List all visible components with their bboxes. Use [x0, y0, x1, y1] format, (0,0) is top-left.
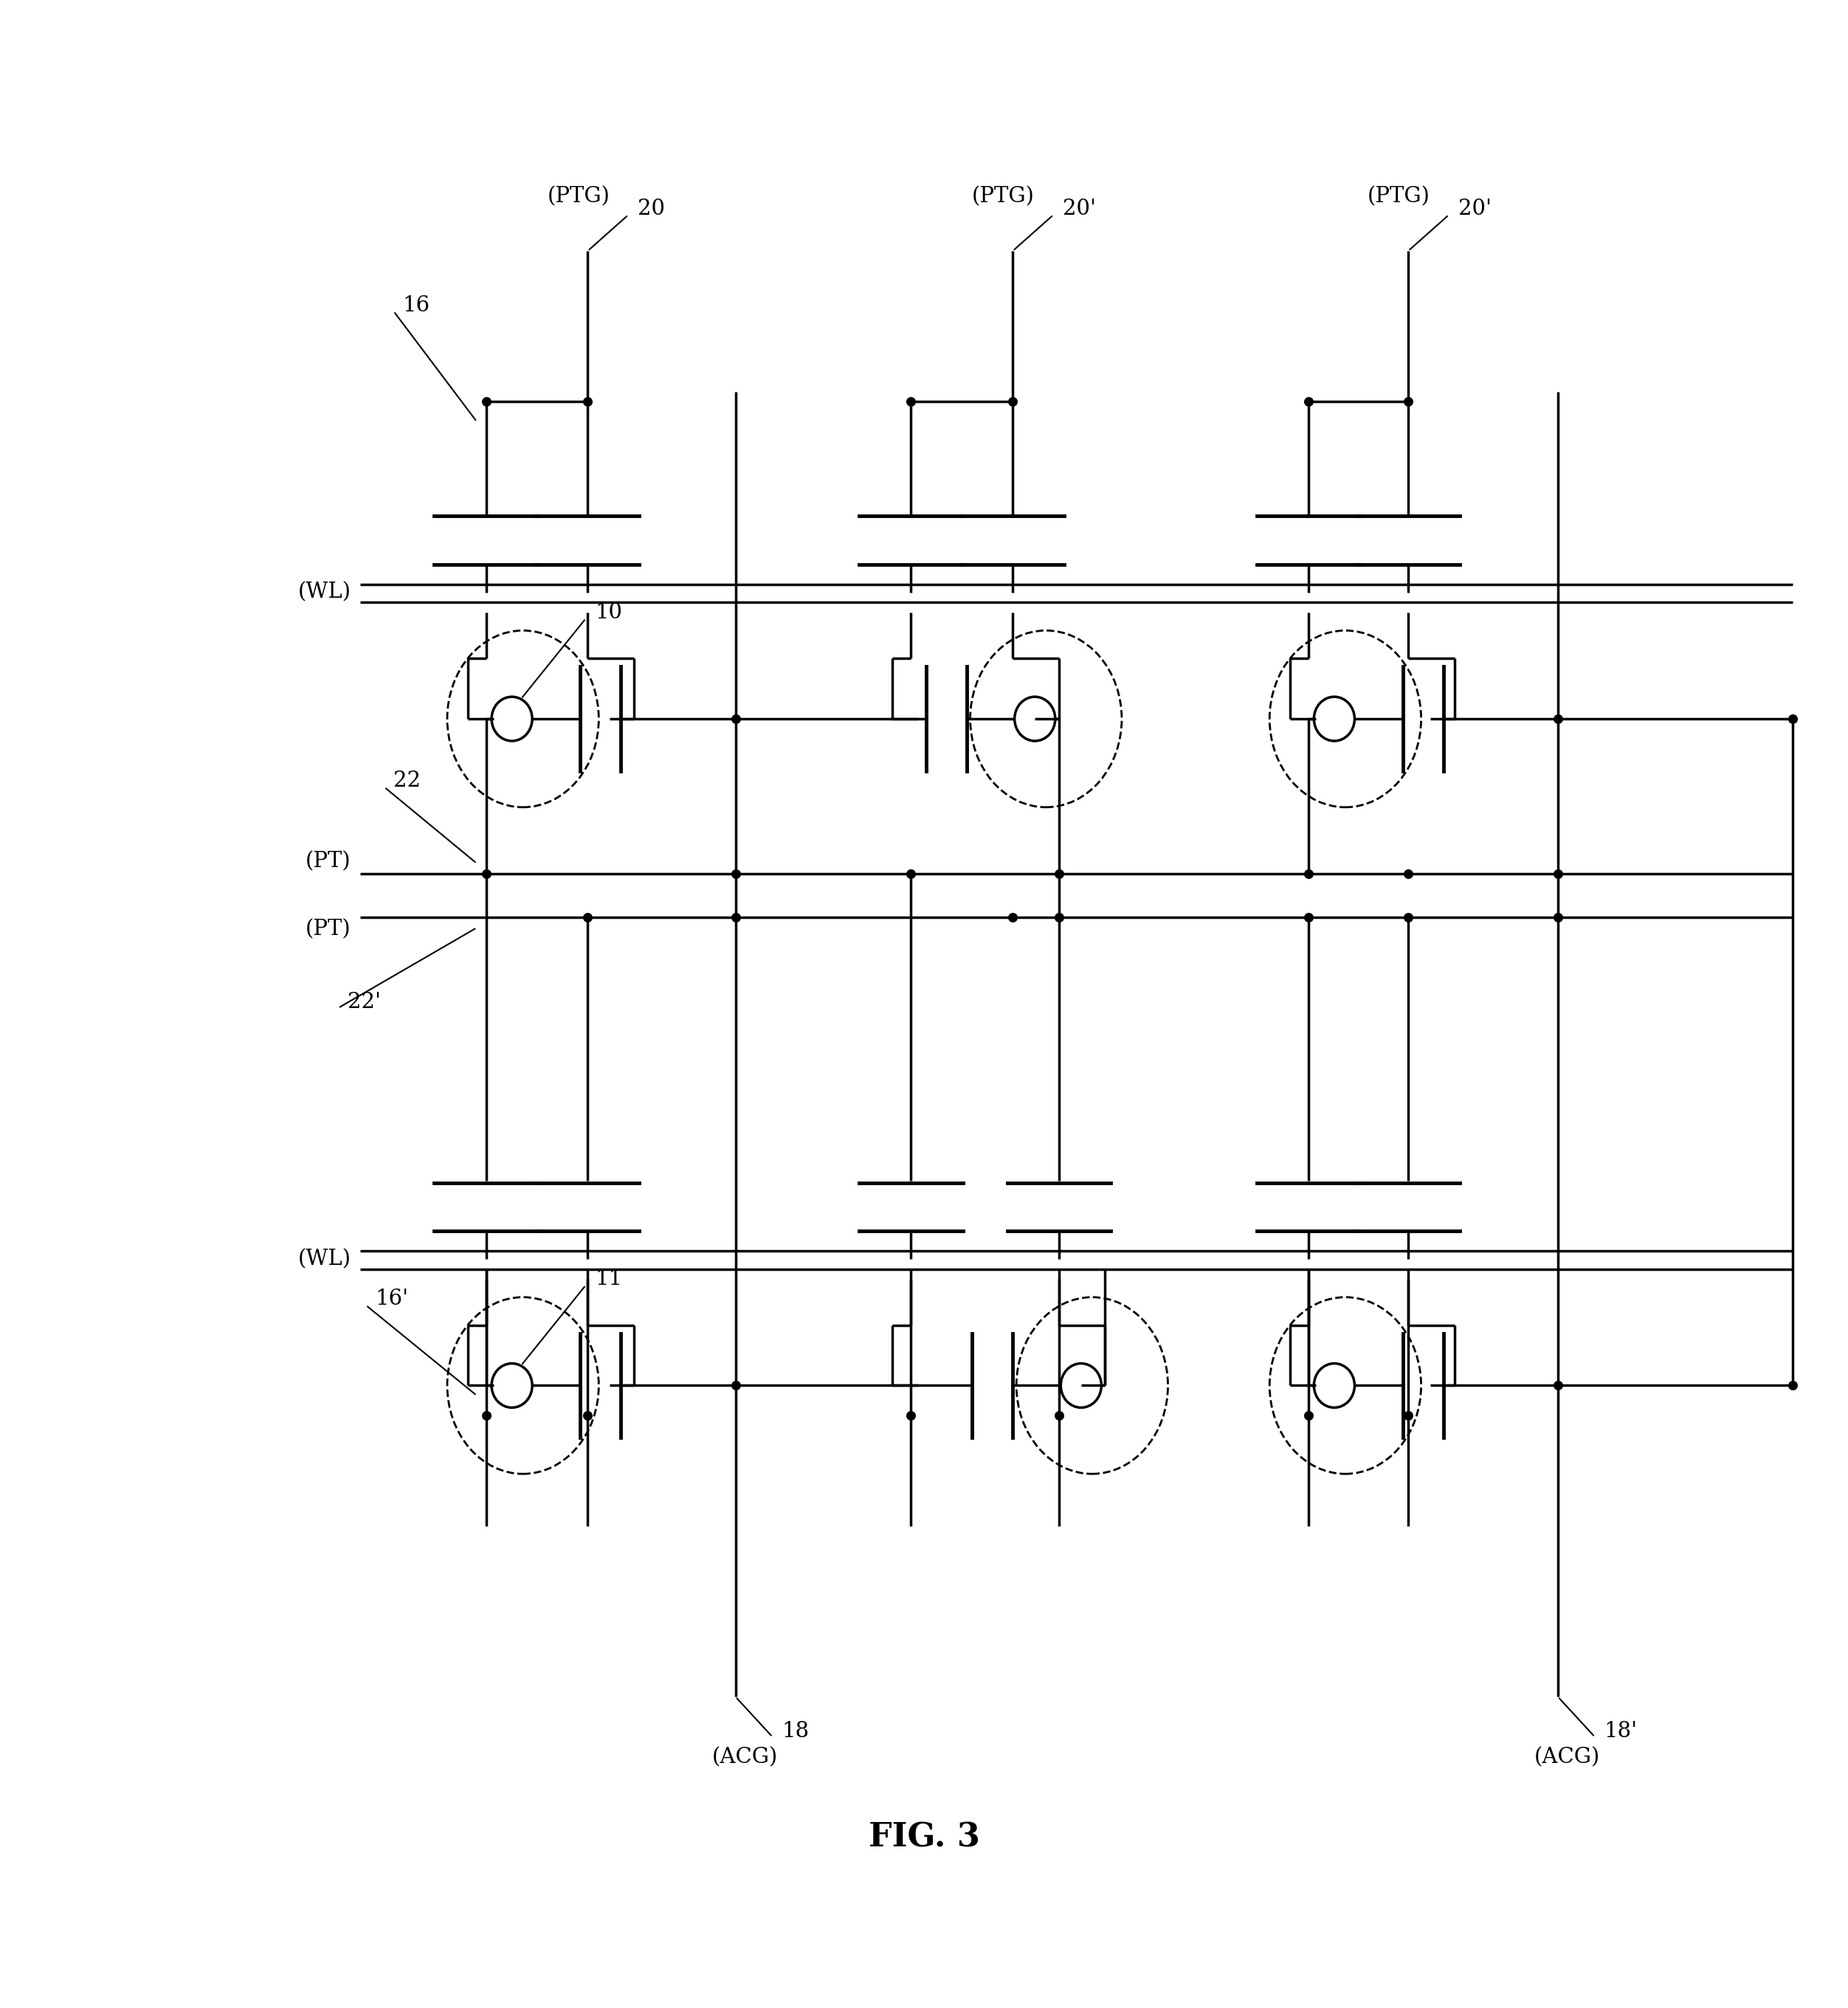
- Text: 18': 18': [1604, 1721, 1637, 1741]
- Text: (WL): (WL): [298, 1249, 351, 1269]
- Point: [1294, 386, 1323, 418]
- Text: 22': 22': [347, 992, 381, 1012]
- Point: [471, 386, 501, 418]
- Point: [1044, 1400, 1074, 1432]
- Text: (PTG): (PTG): [1368, 187, 1430, 207]
- Point: [721, 1369, 750, 1402]
- Point: [573, 1400, 602, 1432]
- Point: [1044, 902, 1074, 934]
- Text: 10: 10: [595, 602, 623, 622]
- Text: (PT): (PT): [305, 920, 351, 940]
- Point: [1393, 902, 1423, 934]
- Point: [1294, 902, 1323, 934]
- Text: (PTG): (PTG): [547, 187, 610, 207]
- Point: [1543, 703, 1573, 735]
- Point: [721, 857, 750, 890]
- Text: (ACG): (ACG): [1534, 1747, 1600, 1767]
- Text: (WL): (WL): [298, 582, 351, 602]
- Text: (PT): (PT): [305, 851, 351, 871]
- Text: 20: 20: [638, 199, 665, 219]
- Point: [721, 902, 750, 934]
- Point: [573, 902, 602, 934]
- Text: 18: 18: [782, 1721, 809, 1741]
- Text: 20': 20': [1063, 199, 1096, 219]
- Text: 22: 22: [394, 771, 421, 791]
- Text: 16': 16': [375, 1289, 408, 1309]
- Point: [1294, 1400, 1323, 1432]
- Point: [573, 386, 602, 418]
- Point: [896, 386, 926, 418]
- Point: [1543, 857, 1573, 890]
- Point: [1543, 1369, 1573, 1402]
- Point: [471, 857, 501, 890]
- Text: 16: 16: [403, 295, 431, 315]
- Point: [1778, 703, 1807, 735]
- Text: FIG. 3: FIG. 3: [869, 1821, 979, 1853]
- Point: [1393, 386, 1423, 418]
- Point: [1393, 857, 1423, 890]
- Point: [998, 386, 1027, 418]
- Point: [998, 902, 1027, 934]
- Point: [1294, 857, 1323, 890]
- Point: [896, 857, 926, 890]
- Text: (PTG): (PTG): [972, 187, 1035, 207]
- Text: 11: 11: [595, 1269, 623, 1289]
- Point: [896, 1400, 926, 1432]
- Point: [1543, 902, 1573, 934]
- Point: [721, 703, 750, 735]
- Point: [1778, 1369, 1807, 1402]
- Point: [1044, 857, 1074, 890]
- Point: [1393, 1400, 1423, 1432]
- Point: [471, 1400, 501, 1432]
- Text: 20': 20': [1458, 199, 1491, 219]
- Text: (ACG): (ACG): [711, 1747, 778, 1767]
